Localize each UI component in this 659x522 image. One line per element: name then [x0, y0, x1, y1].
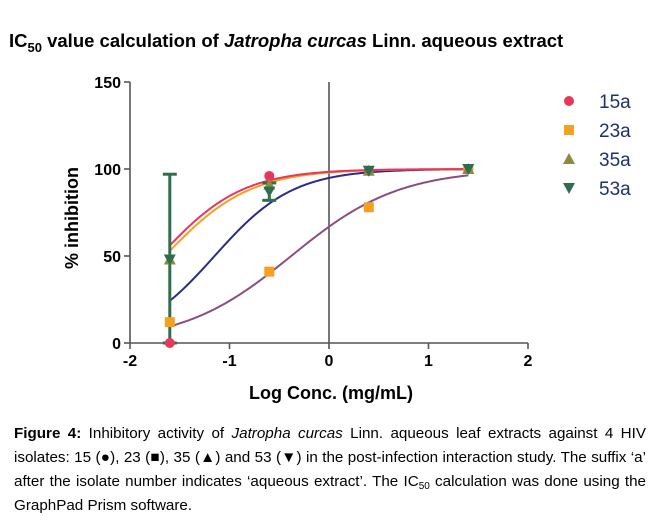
data-point-23a — [363, 202, 374, 213]
caption-text-3: calculation was done using the GraphPad … — [14, 473, 647, 514]
x-tick-label: -1 — [222, 353, 236, 370]
y-tick-label: 100 — [94, 162, 121, 179]
legend: 15a 23a 35a 53a — [563, 92, 631, 200]
x-tick-label: -2 — [123, 353, 137, 370]
x-tick-label: 2 — [524, 353, 533, 370]
data-point-23a — [264, 266, 275, 277]
caption-label: Figure 4: — [14, 425, 82, 442]
plot-area: -2 -1 0 1 2 0 50 100 150 — [94, 75, 532, 370]
legend-label-23a: 23a — [599, 121, 631, 142]
data-point-53a — [263, 186, 276, 198]
x-axis-label: Log Conc. (mg/mL) — [249, 383, 413, 403]
caption-subscript: 50 — [418, 481, 430, 492]
data-point-53a — [462, 164, 475, 175]
y-tick-label: 150 — [94, 75, 121, 92]
caption-text-1: Inhibitory activity of — [81, 425, 232, 442]
x-tick-label: 1 — [424, 353, 433, 370]
legend-label-35a: 35a — [599, 150, 631, 171]
data-point-53a — [163, 254, 176, 266]
chart-title: IC50 value calculation of Jatropha curca… — [9, 30, 563, 55]
caption-species: Jatropha curcas — [231, 425, 343, 442]
y-axis-label: % inhibition — [62, 167, 82, 269]
caption-text-2: Linn. aqueous leaf extracts against 4 HI… — [14, 425, 646, 490]
data-point-15a — [264, 170, 275, 181]
legend-marker-53a — [563, 183, 575, 194]
legend-marker-15a — [564, 96, 574, 106]
legend-marker-35a — [563, 153, 575, 164]
fit-curve-23a — [169, 174, 469, 328]
y-tick-label: 0 — [112, 336, 121, 353]
legend-marker-23a — [564, 125, 574, 135]
y-tick-label: 50 — [103, 249, 121, 266]
data-point-53a — [362, 165, 375, 177]
data-point-15a — [164, 338, 175, 348]
fit-curve-15a — [169, 168, 469, 247]
chart: IC50 value calculation of Jatropha curca… — [9, 30, 631, 403]
legend-label-53a: 53a — [599, 179, 631, 200]
legend-label-15a: 15a — [599, 92, 631, 113]
data-point-23a — [164, 317, 175, 328]
figure-caption: Figure 4: Inhibitory activity of Jatroph… — [14, 422, 646, 518]
x-tick-label: 0 — [325, 353, 334, 370]
